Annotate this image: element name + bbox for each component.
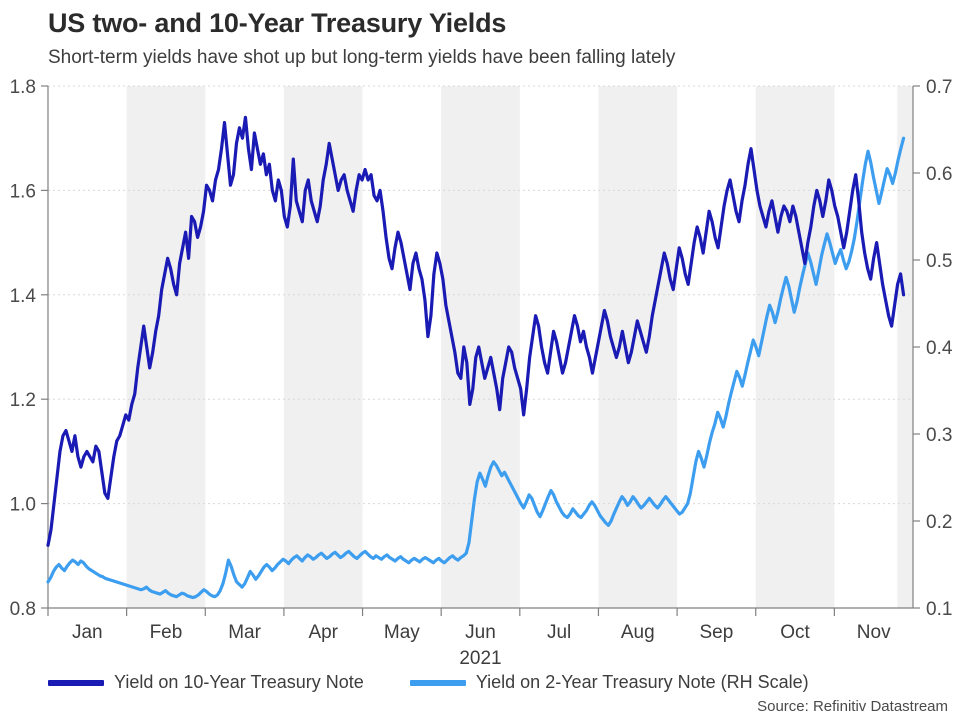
axis-tick-label-left: 1.6: [10, 181, 36, 202]
axis-tick-label-right: 0.1: [926, 599, 952, 620]
axis-tick-label-month: Oct: [780, 622, 810, 643]
month-shade-band: [755, 86, 835, 608]
chart-legend: Yield on 10-Year Treasury Note Yield on …: [48, 672, 809, 693]
axis-tick-label-month: May: [384, 622, 420, 643]
axis-tick-label-right: 0.2: [926, 512, 952, 533]
axis-year-label: 2021: [459, 648, 501, 669]
axis-tick-label-left: 0.8: [10, 599, 36, 620]
axis-tick-label-month: Jun: [465, 622, 496, 643]
axis-tick-label-month: Mar: [228, 622, 261, 643]
axis-tick-label-month: Aug: [621, 622, 655, 643]
legend-label-2y: Yield on 2-Year Treasury Note (RH Scale): [475, 672, 809, 692]
axis-tick-label-month: Feb: [150, 622, 183, 643]
axis-tick-label-month: Apr: [308, 622, 338, 643]
legend-item-2y[interactable]: Yield on 2-Year Treasury Note (RH Scale): [409, 672, 809, 693]
page-subtitle: Short-term yields have shot up but long-…: [48, 47, 676, 68]
axis-tick-label-right: 0.6: [926, 164, 952, 185]
axis-tick-label-left: 1.4: [10, 286, 37, 307]
month-shade-band: [598, 86, 678, 608]
legend-item-10y[interactable]: Yield on 10-Year Treasury Note: [48, 672, 364, 693]
axis-tick-label-left: 1.8: [10, 77, 36, 98]
axis-tick-label-month: Sep: [700, 622, 734, 643]
source-attribution: Source: Refinitiv Datastream: [757, 698, 948, 715]
axis-tick-label-left: 1.0: [10, 495, 36, 516]
series-line-2y: [46, 136, 906, 600]
axis-tick-label-right: 0.4: [926, 338, 953, 359]
axis-tick-label-right: 0.7: [926, 77, 952, 98]
legend-label-10y: Yield on 10-Year Treasury Note: [114, 672, 364, 692]
page-title: US two- and 10-Year Treasury Yields: [48, 8, 507, 38]
month-shade-band: [897, 86, 913, 608]
axis-tick-label-month: Jan: [72, 622, 103, 643]
axis-tick-label-month: Nov: [857, 622, 891, 643]
month-shade-band: [283, 86, 363, 608]
axis-tick-label-right: 0.5: [926, 251, 952, 272]
legend-swatch-2y-icon: [409, 679, 466, 686]
series-line-10y: [46, 115, 906, 547]
axis-tick-label-left: 1.2: [10, 390, 36, 411]
axis-tick-label-right: 0.3: [926, 425, 952, 446]
month-shade-band: [126, 86, 206, 608]
axis-tick-label-month: Jul: [547, 622, 571, 643]
legend-swatch-10y-icon: [48, 679, 104, 686]
